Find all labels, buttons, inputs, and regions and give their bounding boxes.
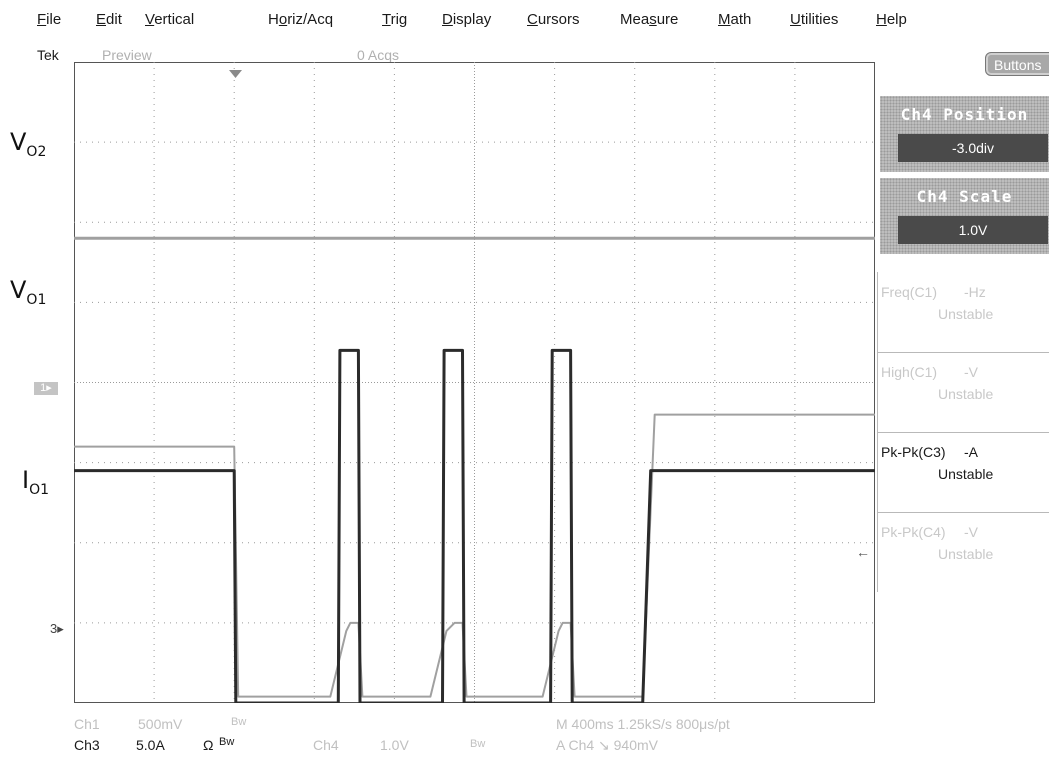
- measurement-name: Freq(C1): [881, 284, 938, 300]
- ch3-ground-marker[interactable]: 3▸: [50, 621, 64, 636]
- ch4-label[interactable]: Ch4: [313, 737, 339, 753]
- brand-label: Tek: [37, 47, 59, 63]
- measurement-status: Unstable: [938, 546, 994, 562]
- measurement-name: Pk-Pk(C3): [881, 444, 946, 460]
- ch4-scale-title: Ch4 Scale: [916, 187, 1013, 206]
- ch1-ground-marker[interactable]: 1▸: [34, 382, 58, 395]
- graticule: [74, 62, 875, 703]
- acquisition-count: 0 Acqs: [357, 47, 400, 63]
- measurement-value: -A: [964, 444, 978, 460]
- buttons-button[interactable]: Buttons: [985, 52, 1049, 76]
- ch1-marker-label: 1: [40, 382, 47, 394]
- ch4-bandwidth: Bw: [470, 738, 486, 750]
- divider: [878, 432, 1049, 433]
- ch3-scale[interactable]: 5.0A: [136, 737, 165, 753]
- menu-item-cursors[interactable]: Cursors: [527, 11, 580, 28]
- oscilloscope-display[interactable]: [74, 62, 875, 703]
- ch4-scale-value[interactable]: 1.0V: [898, 216, 1048, 244]
- ch1-label[interactable]: Ch1: [74, 716, 100, 732]
- label-vo2: VO2: [10, 128, 47, 160]
- trigger-readout[interactable]: A Ch4 ↘ 940mV: [556, 737, 659, 753]
- ch3-label[interactable]: Ch3: [74, 737, 100, 753]
- menu-bar: File Edit Vertical Horiz/Acq Trig Display Curs…: [0, 0, 1049, 40]
- trace-ch3: [74, 348, 875, 703]
- menu-item-measure[interactable]: Measure: [620, 11, 679, 28]
- divider: [878, 512, 1049, 513]
- ch4-trigger-level-marker[interactable]: ←: [856, 544, 870, 560]
- measurement-value: -Hz: [964, 284, 986, 300]
- menu-item-vertical[interactable]: Vertical: [145, 11, 195, 28]
- menu-item-utilities[interactable]: Utilities: [790, 11, 839, 28]
- menu-item-edit[interactable]: Edit: [96, 11, 122, 28]
- menu-item-help[interactable]: Help: [876, 11, 907, 28]
- ch4-position-value[interactable]: -3.0div: [898, 134, 1048, 162]
- label-io1: IO1: [22, 466, 50, 498]
- measurement-high-c1[interactable]: High(C1) -V Unstable: [877, 352, 1049, 432]
- ch1-scale[interactable]: 500mV: [138, 716, 183, 732]
- menu-item-horiz-acq[interactable]: Horiz/Acq: [268, 11, 334, 28]
- divider: [878, 352, 1049, 353]
- ch4-scale[interactable]: 1.0V: [380, 737, 409, 753]
- menu-item-file[interactable]: File: [37, 11, 62, 28]
- label-vo1: VO1: [10, 276, 47, 308]
- measurement-pkpk-c4[interactable]: Pk-Pk(C4) -V Unstable: [877, 512, 1049, 592]
- ch3-bandwidth: Bw: [219, 736, 235, 748]
- preview-status: Preview: [102, 47, 152, 63]
- measurement-freq-c1[interactable]: Freq(C1) -Hz Unstable: [877, 272, 1049, 352]
- ch1-bandwidth: Bw: [231, 716, 247, 728]
- ch4-scale-control[interactable]: Ch4 Scale 1.0V: [880, 178, 1049, 254]
- menu-item-math[interactable]: Math: [718, 11, 752, 28]
- measurement-value: -V: [964, 524, 978, 540]
- ch3-impedance-icon: Ω: [203, 737, 214, 753]
- measurement-pkpk-c3[interactable]: Pk-Pk(C3) -A Unstable: [877, 432, 1049, 512]
- measurement-status: Unstable: [938, 386, 994, 402]
- ch3-marker-label: 3: [50, 621, 58, 636]
- menu-item-display[interactable]: Display: [442, 11, 492, 28]
- measurement-name: Pk-Pk(C4): [881, 524, 946, 540]
- ch4-position-control[interactable]: Ch4 Position -3.0div: [880, 96, 1049, 172]
- measurement-status: Unstable: [938, 306, 994, 322]
- measurement-name: High(C1): [881, 364, 938, 380]
- ch4-position-title: Ch4 Position: [900, 105, 1029, 124]
- menu-item-trig[interactable]: Trig: [382, 11, 408, 28]
- trigger-position-marker[interactable]: [229, 70, 242, 78]
- measurement-value: -V: [964, 364, 978, 380]
- waveform-traces: [74, 236, 875, 703]
- trace-ch1: [74, 413, 875, 698]
- timebase-readout[interactable]: M 400ms 1.25kS/s 800μs/pt: [556, 716, 730, 732]
- measurement-status: Unstable: [938, 466, 994, 482]
